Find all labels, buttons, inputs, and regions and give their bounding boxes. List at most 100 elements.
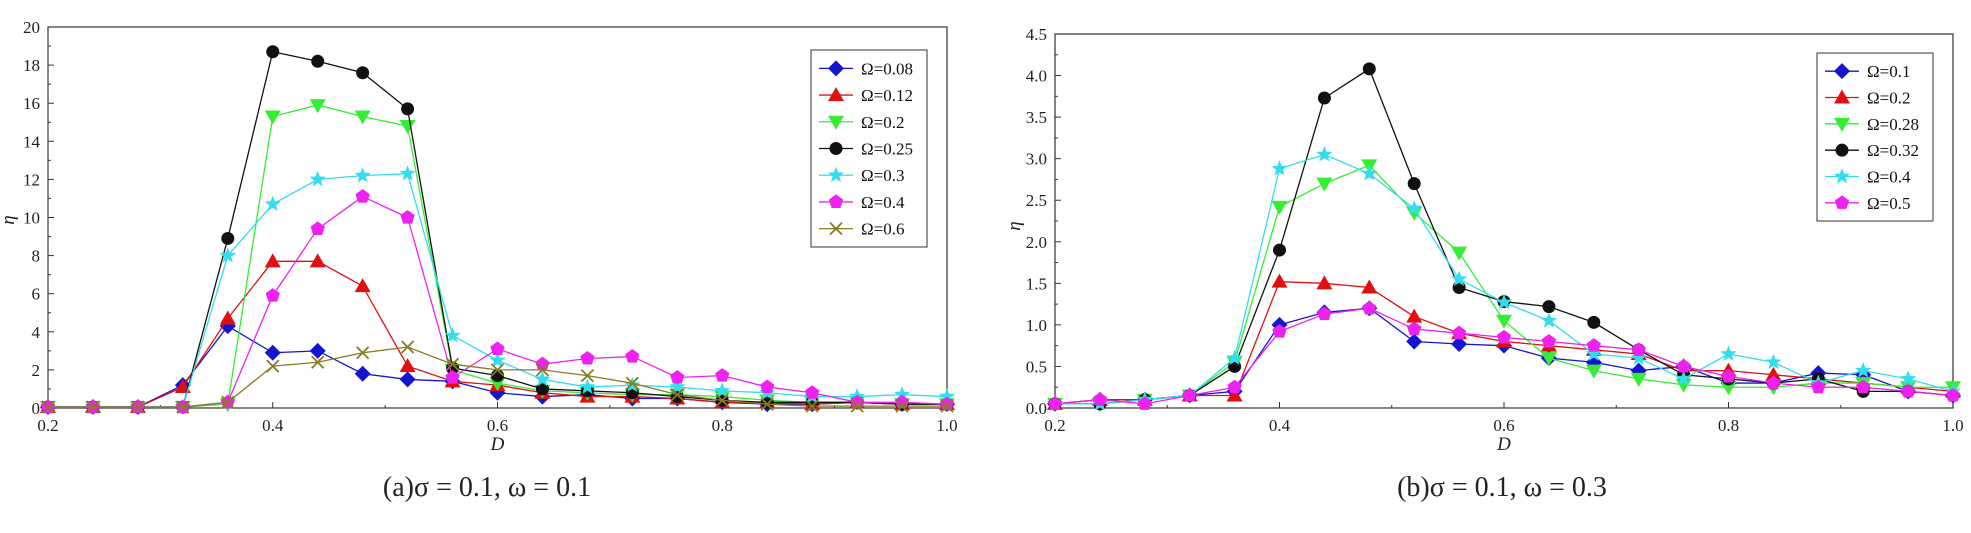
data-point [1273,243,1286,257]
data-point [489,351,506,368]
data-point [1630,372,1647,387]
legend-marker [1834,89,1850,104]
data-point [1316,146,1333,162]
data-point [1137,396,1152,410]
y-tick-label: 1.0 [1026,316,1047,335]
data-point [1451,270,1468,287]
data-point [1585,345,1602,361]
legend-marker [828,60,844,77]
data-point [893,386,911,402]
data-point [580,368,595,383]
chart-caption: (b)σ = 0.1, ω = 0.3 [1397,472,1607,503]
data-point [311,54,325,68]
data-point [1900,383,1916,398]
data-point [760,397,774,411]
data-point [849,394,865,409]
data-point [1226,387,1243,402]
data-point [669,378,686,394]
data-point [1407,177,1421,191]
data-point [309,170,326,187]
data-point [535,382,549,396]
data-point [1271,273,1288,288]
legend-label: Ω=0.28 [1867,115,1919,134]
chart-panel-b: 0.0 0.5 1.0 1.5 2.0 2.5 3.0 3.5 4.0 4.5 0.2 0.4 0.6 0… [1004,25,1964,503]
legend: Ω=0.1 Ω=0.2 Ω=0.28 Ω=0.32 Ω=0.4 Ω=0.5 [1816,52,1934,222]
legend-label: Ω=0.4 [1867,168,1911,187]
data-point [490,341,505,356]
data-point [1407,321,1422,336]
data-point [311,355,325,369]
data-point [219,247,236,263]
data-point [1585,364,1602,379]
y-tick-label: 0.5 [1026,357,1047,376]
chart-caption: (a)σ = 0.1, ω = 0.1 [383,472,591,503]
data-point [1406,333,1423,350]
legend-marker [1834,117,1850,132]
data-point [1362,300,1377,315]
data-point [399,358,416,373]
data-point [1495,293,1513,310]
legend: Ω=0.08 Ω=0.12 Ω=0.2 Ω=0.25 Ω=0.3 Ω=0.4 Ω=0.6 [810,49,928,248]
series-6 [41,340,954,414]
data-point [400,210,415,224]
data-point [399,120,416,135]
data-point [625,376,639,390]
legend-marker [1835,143,1849,157]
data-point [760,395,774,409]
y-tick-label: 4 [32,323,41,342]
data-point [444,327,461,343]
data-point [445,370,460,384]
data-point [938,388,956,404]
x-axis-label: D [490,434,505,455]
data-point [266,45,280,59]
data-point [86,400,100,414]
data-point [1676,358,1691,373]
data-point [715,368,730,382]
data-point [1630,349,1647,366]
data-point [1047,396,1063,410]
y-tick-label: 10 [23,209,40,228]
data-point [400,340,415,354]
data-point [805,385,820,399]
legend-label: Ω=0.1 [1867,62,1910,81]
data-point [625,349,640,363]
data-point [264,344,281,361]
data-point [1540,312,1557,328]
data-point [534,370,551,387]
data-point [1631,342,1646,356]
data-point [1406,308,1423,323]
data-point [1720,381,1737,396]
y-tick-label: 6 [32,285,41,304]
data-point [401,102,415,116]
x-tick-label: 0.8 [712,416,733,435]
data-point [264,110,281,125]
y-axis-label: η [1004,221,1025,230]
legend-box [1816,52,1934,222]
data-point [399,165,416,181]
data-point [176,400,190,414]
data-point [1541,334,1557,348]
legend-label: Ω=0.3 [861,166,904,185]
data-point [939,396,955,411]
data-point [1317,306,1332,321]
legend-marker [829,222,843,236]
data-point [535,363,550,377]
data-point [1361,279,1378,294]
data-point [221,395,235,409]
legend-label: Ω=0.4 [861,193,905,212]
legend-marker [1833,168,1851,184]
data-point [399,371,416,388]
data-point [1765,353,1782,370]
data-point [265,288,280,302]
legend-marker [1834,63,1850,80]
x-tick-label: 1.0 [1942,416,1963,435]
x-axis-label: D [1496,434,1511,455]
data-point [1182,388,1197,402]
x-tick-label: 0.8 [1718,416,1739,435]
x-tick-label: 0.2 [1044,416,1065,435]
data-point [1092,392,1108,406]
y-tick-label: 2.0 [1026,233,1047,252]
data-point [309,253,326,268]
data-point [445,357,460,371]
y-tick-label: 12 [23,170,40,189]
